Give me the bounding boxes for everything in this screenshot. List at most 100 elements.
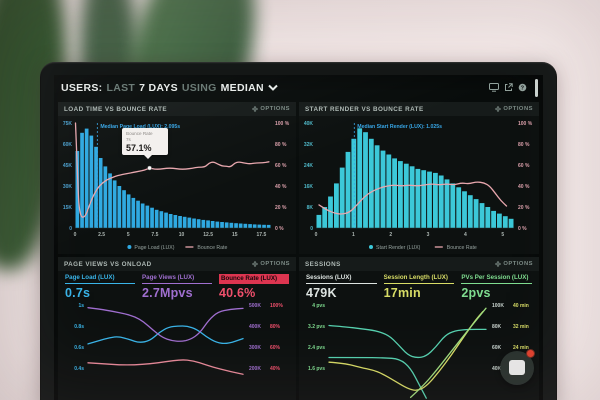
panel-load-time-body: Median Page Load (LUX): 2.095s 75K 60K 45K 3… (58, 116, 296, 254)
options-button[interactable]: OPTIONS (494, 261, 533, 267)
svg-text:40 %: 40 % (275, 184, 287, 190)
metric-value: 479K (306, 285, 337, 300)
svg-text:100 %: 100 % (275, 121, 290, 127)
gear-icon (251, 261, 258, 267)
gear-icon (494, 106, 501, 112)
options-label: OPTIONS (503, 106, 533, 112)
svg-text:24K: 24K (304, 163, 314, 169)
metric-pvs-per-session[interactable]: PVs Per Session (LUX) 2pvs (461, 274, 532, 301)
dashboard-screen: USERS: LAST 7 DAYS USING MEDIAN ? (54, 75, 543, 400)
panel-title: SESSIONS (305, 260, 341, 268)
panel-sessions: SESSIONS OPTIONS Sessions (LUX) 479K Ses… (299, 257, 539, 400)
metric-label: PVs Per Session (LUX) (461, 274, 532, 284)
svg-text:60 %: 60 % (518, 163, 530, 169)
options-button[interactable]: OPTIONS (494, 106, 533, 112)
chat-widget-icon (509, 360, 525, 375)
tooltip-series: Bounce Rate (126, 131, 153, 136)
svg-text:Median Start Render (LUX): 1.0: Median Start Render (LUX): 1.025s (357, 124, 442, 130)
svg-text:40K: 40K (492, 366, 502, 372)
svg-text:17.5: 17.5 (257, 232, 267, 238)
svg-text:30K: 30K (63, 184, 73, 190)
panel-start-render-body: Median Start Render (LUX): 1.025s 40K 32K 2… (299, 116, 539, 254)
panel-page-views-body: 1s 500K 100% 0.8s 400K 80% 0.6s 300K 60% 0.4s 200K… (58, 301, 296, 400)
gear-icon (494, 261, 501, 267)
svg-text:0.4s: 0.4s (74, 366, 84, 372)
page-views-chart[interactable]: 1s 500K 100% 0.8s 400K 80% 0.6s 300K 60% 0.4s 200K… (58, 301, 296, 400)
svg-text:40K: 40K (304, 121, 314, 127)
metric-label: Page Load (LUX) (65, 274, 135, 284)
svg-text:16K: 16K (304, 184, 314, 190)
header-users-label: USERS: (61, 81, 103, 94)
header-7days-label: 7 DAYS (139, 81, 178, 94)
svg-text:40 min: 40 min (513, 303, 529, 309)
svg-text:Start Render (LUX): Start Render (LUX) (376, 245, 421, 251)
metric-page-load[interactable]: Page Load (LUX) 0.7s (65, 274, 135, 301)
metric-page-views[interactable]: Page Views (LUX) 2.7Mpvs (142, 274, 212, 301)
panel-title: START RENDER VS BOUNCE RATE (305, 105, 424, 113)
metric-value: 40.6% (219, 285, 256, 300)
svg-text:2: 2 (389, 232, 392, 238)
chart-tooltip: Bounce Rate 7s 57.1% (122, 128, 168, 161)
panel-sessions-header: SESSIONS OPTIONS (299, 257, 539, 271)
svg-text:0: 0 (74, 232, 77, 238)
svg-text:7.5: 7.5 (151, 232, 158, 238)
scrollbar[interactable] (535, 78, 538, 97)
svg-text:32K: 32K (304, 142, 314, 148)
metric-session-length[interactable]: Session Length (LUX) 17min (383, 274, 455, 301)
metric-sessions[interactable]: Sessions (LUX) 479K (306, 274, 377, 301)
svg-text:1.6 pvs: 1.6 pvs (308, 366, 325, 372)
metric-bounce-rate[interactable]: Bounce Rate (LUX) 40.6% (219, 274, 289, 301)
svg-text:0: 0 (310, 226, 313, 232)
start-render-chart[interactable]: Median Start Render (LUX): 1.025s 40K 32K 2… (299, 116, 539, 254)
svg-text:400K: 400K (249, 324, 261, 330)
metric-value: 0.7s (65, 285, 91, 300)
svg-text:60K: 60K (492, 345, 502, 351)
panel-sessions-body: 4 pvs 100K 40 min 3.2 pvs 80K 32 min 2.4 pvs 60… (299, 301, 539, 400)
metric-label: Bounce Rate (LUX) (219, 274, 289, 284)
svg-text:60K: 60K (63, 142, 73, 148)
options-label: OPTIONS (260, 261, 290, 267)
metric-value: 2.7Mpvs (142, 285, 193, 300)
sessions-chart[interactable]: 4 pvs 100K 40 min 3.2 pvs 80K 32 min 2.4 pvs 60… (299, 301, 539, 400)
metric-value: 2pvs (461, 285, 491, 300)
svg-text:80 %: 80 % (275, 142, 287, 148)
chat-widget-button[interactable] (500, 349, 535, 385)
options-label: OPTIONS (503, 261, 533, 267)
svg-text:3.2 pvs: 3.2 pvs (308, 324, 325, 330)
load-time-chart[interactable]: Median Page Load (LUX): 2.095s 75K 60K 45K 3… (58, 116, 296, 254)
svg-text:3: 3 (427, 232, 430, 238)
svg-text:15: 15 (232, 232, 238, 238)
panel-load-time: LOAD TIME VS BOUNCE RATE OPTIONS Median … (58, 102, 296, 254)
svg-text:Page Load (LUX): Page Load (LUX) (134, 245, 174, 251)
svg-text:20 %: 20 % (275, 205, 287, 211)
metric-value: 17min (383, 285, 421, 300)
svg-text:45K: 45K (63, 163, 73, 169)
svg-text:1s: 1s (78, 303, 84, 309)
metric-label: Page Views (LUX) (142, 274, 212, 284)
svg-text:2.4 pvs: 2.4 pvs (308, 345, 325, 351)
metrics-row: Page Load (LUX) 0.7s Page Views (LUX) 2.… (58, 271, 296, 301)
options-button[interactable]: OPTIONS (251, 261, 290, 267)
svg-text:32 min: 32 min (513, 324, 529, 330)
header-median-label: MEDIAN (220, 81, 264, 94)
svg-text:40%: 40% (270, 366, 281, 372)
svg-text:60 %: 60 % (275, 163, 287, 169)
monitor-icon[interactable] (489, 83, 499, 92)
panel-start-render-header: START RENDER VS BOUNCE RATE OPTIONS (299, 102, 539, 116)
svg-text:8K: 8K (307, 205, 314, 211)
metric-label: Session Length (LUX) (383, 274, 455, 284)
svg-text:0: 0 (315, 232, 318, 238)
dashboard-header: USERS: LAST 7 DAYS USING MEDIAN ? (54, 75, 543, 100)
svg-text:4: 4 (464, 232, 467, 238)
svg-text:60%: 60% (270, 345, 281, 351)
options-button[interactable]: OPTIONS (251, 106, 290, 112)
svg-text:12.5: 12.5 (203, 232, 213, 238)
svg-text:0 %: 0 % (518, 226, 527, 232)
help-icon[interactable]: ? (518, 83, 527, 92)
svg-text:1: 1 (352, 232, 355, 238)
chevron-down-icon[interactable] (268, 84, 278, 91)
header-using-label: USING (181, 81, 217, 94)
svg-text:80 %: 80 % (518, 142, 530, 148)
panel-page-views: PAGE VIEWS VS ONLOAD OPTIONS Page Load (… (58, 257, 296, 400)
share-icon[interactable] (504, 83, 513, 92)
